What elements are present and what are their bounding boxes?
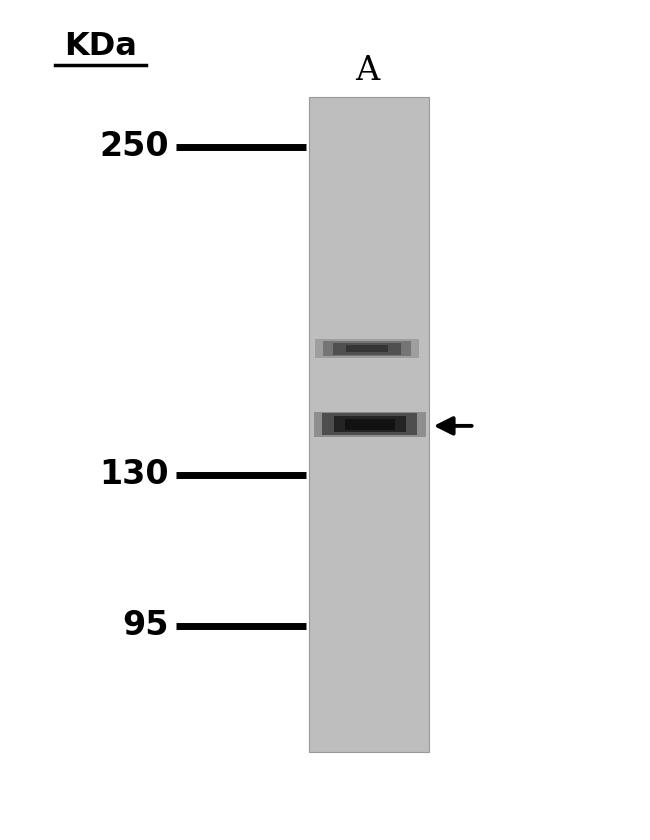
Text: 250: 250 (99, 130, 169, 164)
Text: KDa: KDa (64, 31, 137, 61)
Bar (346, 345, 388, 352)
Text: 130: 130 (99, 458, 169, 491)
Text: A: A (355, 55, 380, 87)
Bar (309, 97, 429, 752)
Text: 95: 95 (122, 609, 169, 643)
Bar (322, 413, 417, 435)
Bar (323, 341, 411, 356)
Bar (344, 418, 395, 430)
Bar (314, 412, 426, 437)
Bar (315, 339, 419, 358)
Bar (333, 343, 401, 354)
Bar (333, 416, 406, 433)
